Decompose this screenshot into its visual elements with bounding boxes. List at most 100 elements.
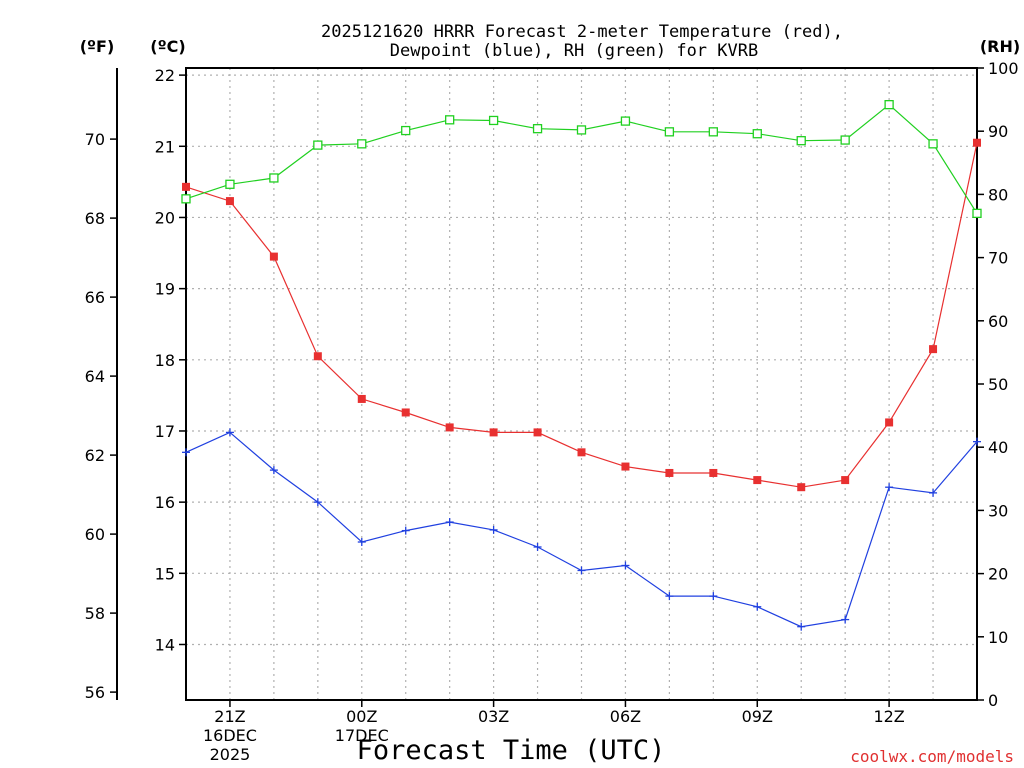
- x-tick-label: 09Z: [742, 707, 773, 726]
- temperature-point: [621, 462, 630, 471]
- temperature-point: [313, 352, 322, 361]
- dewpoint-point: [269, 466, 278, 475]
- dewpoint-point: [357, 538, 366, 546]
- celsius-tick-label: 20: [155, 208, 175, 227]
- temperature-point: [489, 428, 498, 437]
- grid-layer: [186, 68, 977, 700]
- celsius-tick-label: 22: [155, 66, 175, 85]
- fahrenheit-tick-label: 68: [85, 209, 105, 228]
- rh-point: [225, 179, 235, 189]
- rh-point: [928, 139, 938, 149]
- dewpoint-point: [533, 542, 542, 551]
- dewpoint-point: [841, 615, 850, 624]
- rh-point: [972, 208, 982, 219]
- fahrenheit-tick-label: 64: [85, 367, 105, 386]
- fahrenheit-tick-label: 70: [85, 130, 105, 149]
- celsius-unit-label: (ºC): [150, 37, 185, 56]
- x-tick-year: 2025: [210, 745, 251, 764]
- temperature-point: [225, 197, 234, 206]
- temperature-point: [445, 423, 454, 432]
- celsius-tick-label: 18: [155, 351, 175, 370]
- celsius-tick-label: 19: [155, 280, 175, 299]
- temperature-point: [357, 394, 366, 403]
- temperature-point: [885, 418, 894, 427]
- temperature-point: [533, 428, 542, 437]
- rh-point: [401, 125, 411, 136]
- temperature-point: [665, 468, 674, 477]
- dewpoint-point: [577, 566, 586, 575]
- dewpoint-point: [885, 483, 894, 492]
- temperature-point: [841, 476, 850, 485]
- fahrenheit-tick-label: 60: [85, 525, 105, 544]
- rh-point: [488, 115, 499, 126]
- temperature-point: [269, 252, 278, 261]
- rh-tick-label: 70: [988, 249, 1008, 268]
- x-tick-label: 21Z: [214, 707, 245, 726]
- dewpoint-point: [225, 428, 234, 437]
- dewpoint-point: [665, 592, 674, 601]
- fahrenheit-tick-label: 56: [85, 683, 105, 702]
- chart-title-line1: 2025121620 HRRR Forecast 2-meter Tempera…: [321, 22, 843, 42]
- rh-point: [884, 100, 894, 110]
- celsius-tick-label: 16: [155, 493, 175, 512]
- rh-point: [708, 127, 718, 137]
- dewpoint-point: [929, 488, 938, 497]
- dewpoint-point: [621, 561, 630, 570]
- rh-point: [620, 116, 631, 126]
- temperature-point: [973, 138, 981, 147]
- dewpoint-point: [313, 498, 322, 507]
- x-tick-label: 03Z: [478, 707, 509, 726]
- rh-point: [664, 127, 675, 137]
- rh-point: [357, 139, 367, 149]
- rh-tick-label: 10: [988, 628, 1008, 647]
- rh-point: [576, 125, 587, 135]
- dewpoint-point: [797, 622, 806, 631]
- rh-point: [752, 129, 762, 139]
- credit-text: coolwx.com/models: [850, 747, 1014, 766]
- temperature-point: [929, 345, 938, 354]
- rh-tick-label: 80: [988, 185, 1008, 204]
- temperature-point: [753, 476, 762, 485]
- celsius-tick-label: 15: [155, 564, 175, 583]
- axes-layer: 2221201918171615147068666462605856100908…: [85, 59, 1019, 764]
- rh-tick-label: 100: [988, 59, 1019, 78]
- series-layer: [181, 100, 982, 631]
- x-axis-title: Forecast Time (UTC): [357, 735, 666, 766]
- temperature-point: [577, 448, 586, 457]
- dewpoint-point: [401, 526, 410, 535]
- rh-unit-label: (RH): [980, 37, 1020, 56]
- celsius-tick-label: 14: [155, 635, 175, 654]
- fahrenheit-tick-label: 62: [85, 446, 105, 465]
- rh-tick-label: 0: [988, 691, 998, 710]
- fahrenheit-unit-label: (ºF): [80, 37, 115, 56]
- x-tick-date: 16DEC: [203, 726, 257, 745]
- celsius-tick-label: 17: [155, 422, 175, 441]
- rh-tick-label: 40: [988, 438, 1008, 457]
- rh-point: [445, 115, 455, 125]
- rh-point: [181, 194, 191, 204]
- dewpoint-point: [973, 437, 981, 446]
- rh-point: [840, 135, 850, 145]
- x-tick-label: 00Z: [346, 707, 377, 726]
- celsius-tick-label: 21: [155, 137, 175, 156]
- x-tick-label: 06Z: [610, 707, 641, 726]
- rh-point: [313, 140, 323, 150]
- dewpoint-point: [709, 592, 718, 601]
- temperature-point: [797, 483, 806, 492]
- rh-tick-label: 50: [988, 375, 1008, 394]
- rh-point: [269, 173, 279, 183]
- temperature-point: [401, 408, 410, 417]
- rh-point: [532, 124, 543, 134]
- dewpoint-point: [182, 448, 190, 457]
- dewpoint-point: [489, 525, 498, 534]
- temperature-point: [182, 182, 190, 191]
- fahrenheit-tick-label: 66: [85, 288, 105, 307]
- rh-tick-label: 90: [988, 122, 1008, 141]
- chart-title-line2: Dewpoint (blue), RH (green) for KVRB: [390, 41, 758, 61]
- fahrenheit-tick-label: 58: [85, 604, 105, 623]
- plot-frame: [185, 67, 978, 701]
- x-tick-date: 17DEC: [335, 726, 389, 745]
- rh-tick-label: 60: [988, 312, 1008, 331]
- rh-point: [796, 136, 806, 146]
